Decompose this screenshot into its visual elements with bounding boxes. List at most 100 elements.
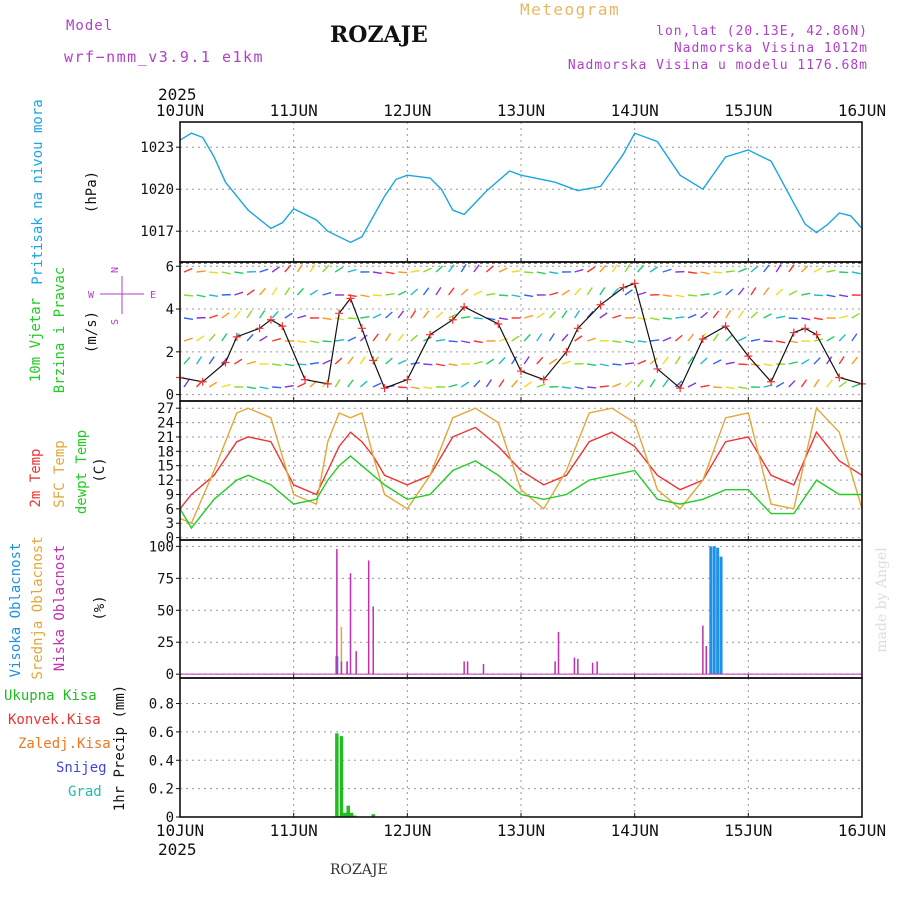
wind-arrow [448,383,458,388]
wind-arrow [549,358,558,365]
compass-n: N [110,267,121,273]
panel-frame-precip [179,677,863,818]
panel-clouds: 0 25 50 75 100 [149,539,863,683]
wind-arrow [587,386,597,389]
wind-arrow [334,379,341,388]
wind-arrow [309,289,318,296]
y-tick-label-clouds-0: 0 [166,667,174,683]
wind-arrow [725,270,735,273]
wind-arrow [284,363,294,367]
y-tick-label-wind-2: 2 [166,345,174,361]
x-tick-top-11jun: 11JUN [270,101,318,120]
bar-clouds-2 [346,661,348,675]
wind-arrow [196,356,203,365]
wind-speed-point [369,356,378,365]
wind-arrow [725,310,732,319]
wind-arrow [536,333,543,342]
wind-arrow [612,363,622,366]
bar-precip-0 [339,736,344,817]
wind-arrow [599,264,607,273]
ylabel-temp-unit: (C) [92,457,108,482]
x-tick-bottom-11jun: 11JUN [270,821,318,840]
wind-speed-point [380,384,389,393]
compass-s: S [110,319,121,325]
wind-arrow [839,271,849,274]
wind-arrow [775,381,785,388]
bar-clouds-2 [372,606,374,675]
wind-arrow [272,363,282,367]
wind-arrow [448,287,455,296]
wind-arrow [334,357,343,365]
ylabel-wind-unit: (m/s) [84,311,100,353]
wind-arrow [826,379,833,388]
wind-speed-point [835,373,844,382]
bar-precip-0 [343,812,347,817]
wind-arrow [322,359,332,365]
wind-arrow [637,340,647,343]
wind-arrow [397,333,405,342]
wind-arrow [410,334,419,342]
wind-arrow [763,340,773,343]
wind-arrow [296,264,303,273]
wind-arrow [511,356,518,365]
wind-arrow [208,333,216,342]
bar-precip-0 [371,814,375,817]
wind-arrow [359,380,368,388]
wind-arrow [423,386,433,390]
precip-legend-2: Zaledj.Kisa [18,736,111,752]
wind-arrow [788,290,798,296]
wind-arrow [775,288,784,296]
wind-arrow [637,291,647,296]
footer-station: ROZAJE [330,862,388,878]
wind-arrow [712,333,720,342]
year-bottom: 2025 [158,840,197,859]
series-line-pressure-0 [179,132,863,244]
wind-arrow [851,271,861,275]
wind-speed-point [619,283,628,292]
wind-arrow [221,271,231,275]
wind-arrow [687,382,697,388]
wind-arrow [435,363,445,367]
wind-arrow [750,311,759,319]
wind-arrow [587,363,597,367]
wind-arrow [486,292,496,296]
wind-arrow [372,313,382,319]
wind-arrow [713,386,723,389]
wind-arrow [624,362,635,365]
wind-arrow [637,359,647,365]
wind-arrow [851,312,860,319]
wind-arrow [183,379,190,388]
wind-arrow [322,291,332,296]
model-altitude-info: Nadmorska Visina u modelu 1176.68m [567,58,868,73]
wind-arrow [788,361,798,365]
wind-arrow [700,271,710,275]
wind-arrow [271,310,279,319]
wind-speed-point [721,322,730,331]
wind-speed-point [346,294,355,303]
panel-frame-wind [179,261,863,402]
wind-arrow [473,340,483,344]
wind-arrow [460,381,470,388]
bar-clouds-2 [591,662,594,675]
wind-arrow [725,334,733,342]
wind-arrow [611,287,619,296]
compass-w: W [88,290,95,301]
wind-arrow [448,264,455,273]
wind-arrow [398,271,408,274]
bar-clouds-0 [712,546,716,675]
wind-arrow [511,294,521,298]
wind-arrow [851,333,858,342]
wind-arrow [246,310,253,319]
wind-arrow [712,290,722,296]
bar-clouds-2 [463,661,465,675]
wind-arrow [548,333,555,342]
wind-arrow [423,363,433,366]
wind-arrow [662,294,672,298]
wind-arrow [246,289,255,296]
wind-arrow [775,264,782,273]
precip-legend-4: Grad [68,784,102,800]
wind-arrow [473,379,481,388]
station-title: ROZAJE [330,22,428,48]
wind-arrow [801,292,811,296]
wind-arrow [700,384,710,388]
